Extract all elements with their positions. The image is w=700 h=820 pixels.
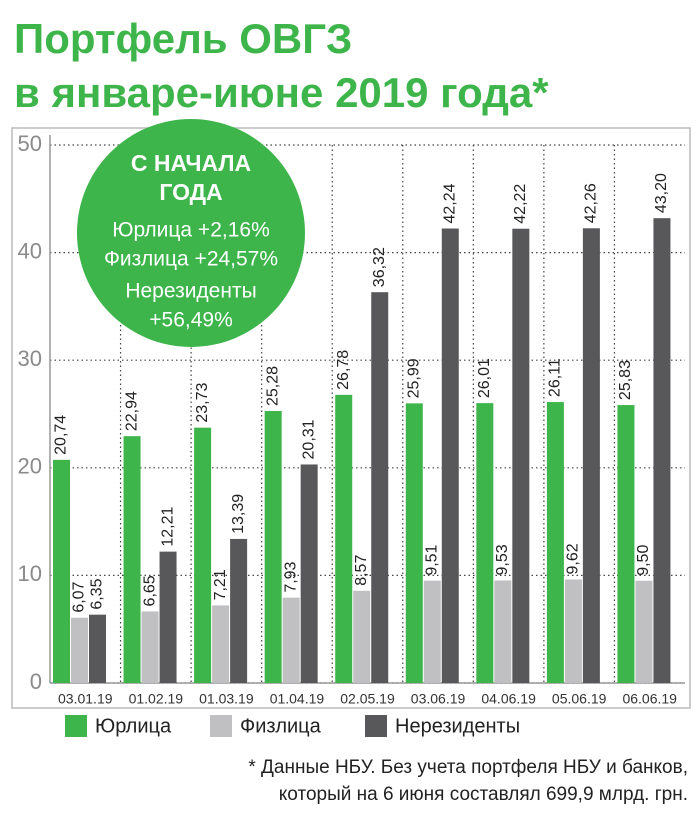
- chart-title: в январе-июне 2019 года*: [14, 69, 549, 116]
- legend-swatch: [210, 715, 232, 737]
- annotation-text: Нерезиденты: [125, 280, 256, 303]
- frame: [11, 127, 691, 709]
- bar: [423, 580, 441, 683]
- value-label: 43,20: [653, 173, 670, 213]
- value-label: 9,50: [635, 545, 652, 576]
- value-label: 25,99: [405, 358, 422, 398]
- y-tick-label: 10: [18, 561, 42, 586]
- x-tick-label: 02.05.19: [340, 691, 395, 707]
- chart-title: Портфель ОВГЗ: [14, 15, 352, 62]
- value-label: 6,65: [141, 575, 158, 606]
- x-tick-label: 01.02.19: [129, 691, 184, 707]
- bar: [441, 228, 459, 683]
- value-label: 42,26: [583, 183, 600, 223]
- x-tick-label: 04.06.19: [481, 691, 536, 707]
- footnote: * Данные НБУ. Без учета портфеля НБУ и б…: [248, 757, 688, 778]
- legend-swatch: [365, 715, 387, 737]
- bar: [512, 228, 530, 683]
- annotation-text: Юрлица +2,16%: [112, 219, 270, 242]
- x-tick-label: 01.04.19: [270, 691, 325, 707]
- value-label: 42,24: [441, 183, 458, 223]
- value-label: 12,21: [159, 506, 176, 546]
- bar: [582, 228, 600, 683]
- value-label: 25,83: [617, 360, 634, 400]
- annotation-text: С НАЧАЛА: [131, 150, 251, 176]
- value-label: 26,11: [547, 358, 564, 397]
- bar: [546, 402, 564, 683]
- y-tick-label: 30: [18, 346, 42, 371]
- value-label: 22,94: [123, 391, 140, 431]
- bar: [371, 292, 389, 683]
- value-label: 9,62: [565, 543, 582, 574]
- value-label: 7,93: [282, 561, 299, 592]
- y-tick-label: 40: [18, 238, 42, 263]
- bar: [653, 218, 671, 683]
- value-label: 25,28: [264, 366, 281, 406]
- value-label: 23,73: [194, 383, 211, 423]
- value-label: 13,39: [230, 494, 247, 534]
- bar: [300, 464, 318, 683]
- annotation-text: +56,49%: [149, 309, 233, 332]
- value-label: 8,57: [353, 555, 370, 586]
- legend-label: Юрлица: [95, 715, 172, 737]
- value-label: 6,07: [71, 581, 88, 612]
- bar: [635, 580, 653, 683]
- value-label: 9,53: [494, 544, 511, 575]
- bar: [123, 436, 141, 683]
- x-tick-label: 03.06.19: [411, 691, 466, 707]
- value-label: 6,35: [89, 578, 106, 609]
- bar: [230, 538, 248, 683]
- bar: [353, 590, 371, 683]
- legend-label: Физлица: [240, 715, 322, 737]
- legend-swatch: [65, 715, 87, 737]
- annotation-text: ГОДА: [159, 179, 222, 205]
- value-label: 42,22: [512, 184, 529, 224]
- annotation-text: Физлица +24,57%: [104, 248, 278, 271]
- value-label: 7,21: [212, 569, 229, 600]
- value-label: 9,51: [423, 544, 440, 575]
- y-tick-label: 20: [18, 454, 42, 479]
- bar: [494, 580, 512, 683]
- value-label: 20,31: [300, 419, 317, 459]
- bar: [89, 614, 106, 683]
- bar: [141, 611, 159, 683]
- bar: [194, 427, 212, 683]
- x-tick-label: 03.01.19: [58, 691, 113, 707]
- bar: [564, 579, 582, 683]
- bar: [71, 617, 88, 683]
- bar: [405, 403, 423, 683]
- bar: [617, 405, 635, 683]
- x-tick-label: 05.06.19: [552, 691, 607, 707]
- value-label: 26,01: [476, 358, 493, 398]
- bar: [212, 605, 230, 683]
- bar: [264, 410, 282, 683]
- bar: [335, 394, 353, 683]
- y-tick-label: 0: [30, 669, 42, 694]
- x-tick-label: 06.06.19: [622, 691, 677, 707]
- bar: [476, 403, 494, 683]
- value-label: 36,32: [371, 247, 388, 287]
- bar: [282, 597, 300, 683]
- footnote: который на 6 июня составлял 699,9 млрд. …: [279, 784, 688, 805]
- value-label: 20,74: [53, 415, 70, 455]
- value-label: 26,78: [335, 350, 352, 390]
- bar: [53, 459, 70, 683]
- bar: [159, 551, 177, 683]
- x-tick-label: 01.03.19: [199, 691, 254, 707]
- y-tick-label: 50: [18, 131, 42, 156]
- annotation-circle: [77, 119, 305, 347]
- legend-label: Нерезиденты: [395, 715, 520, 737]
